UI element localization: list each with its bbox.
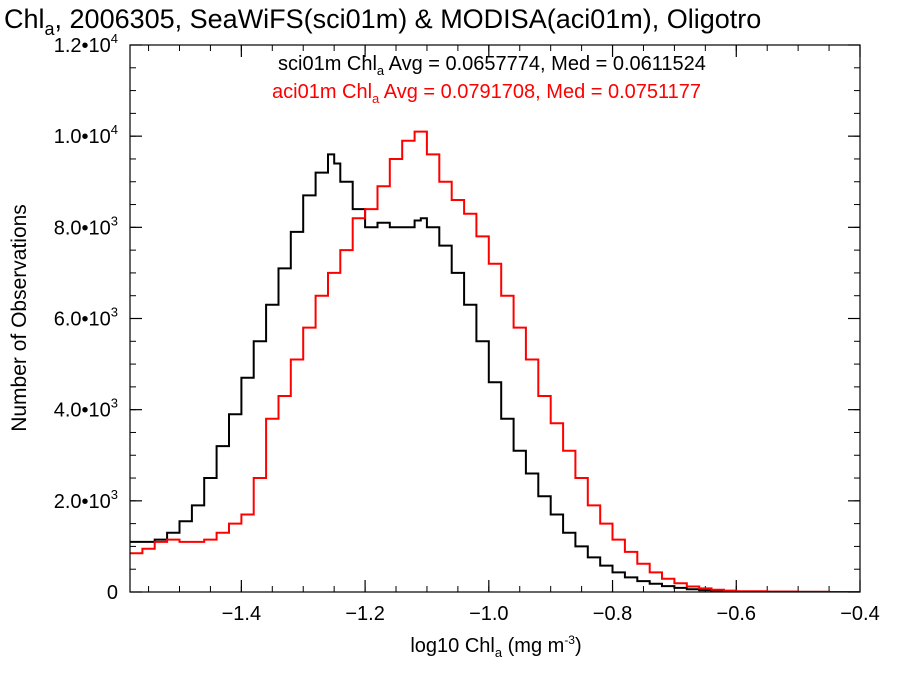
x-tick-label: −0.4: [840, 603, 879, 625]
y-tick-label: 1.2•104: [54, 31, 118, 57]
y-axis-ticks: 0 2.0•103 4.0•103 6.0•103 8.0•103 1.0•104 1.2•…: [54, 31, 860, 604]
series-line-1: [130, 153, 860, 592]
minor-ticks: [130, 44, 861, 593]
y-tick-label: 6.0•103: [54, 305, 118, 331]
y-tick-label: 0: [107, 582, 118, 604]
x-tick-label: −0.8: [593, 603, 632, 625]
y-tick-label: 4.0•103: [54, 396, 118, 422]
y-axis-label: Number of Observations: [8, 204, 31, 432]
x-axis-ticks: −1.4 −1.2 −1.0 −0.8 −0.6 −0.4: [222, 45, 880, 625]
annotation-sci01m: sci01m Chla Avg = 0.0657774, Med = 0.061…: [278, 53, 706, 78]
y-tick-label: 2.0•103: [54, 487, 118, 513]
x-tick-label: −1.2: [345, 603, 384, 625]
chart-title: Chla, 2006305, SeaWiFS(sci01m) & MODISA(…: [4, 4, 761, 39]
x-tick-label: −0.6: [717, 603, 756, 625]
y-tick-label: 8.0•103: [54, 213, 118, 239]
x-tick-label: −1.4: [222, 603, 261, 625]
annotation-aci01m: aci01m Chla Avg = 0.0791708, Med = 0.075…: [272, 81, 701, 106]
y-tick-label: 1.0•104: [54, 122, 118, 148]
x-axis-label: log10 Chla (mg m-3): [410, 633, 581, 660]
plot-frame: [129, 44, 861, 593]
series-line-2: [130, 130, 860, 592]
x-tick-label: −1.0: [469, 603, 508, 625]
